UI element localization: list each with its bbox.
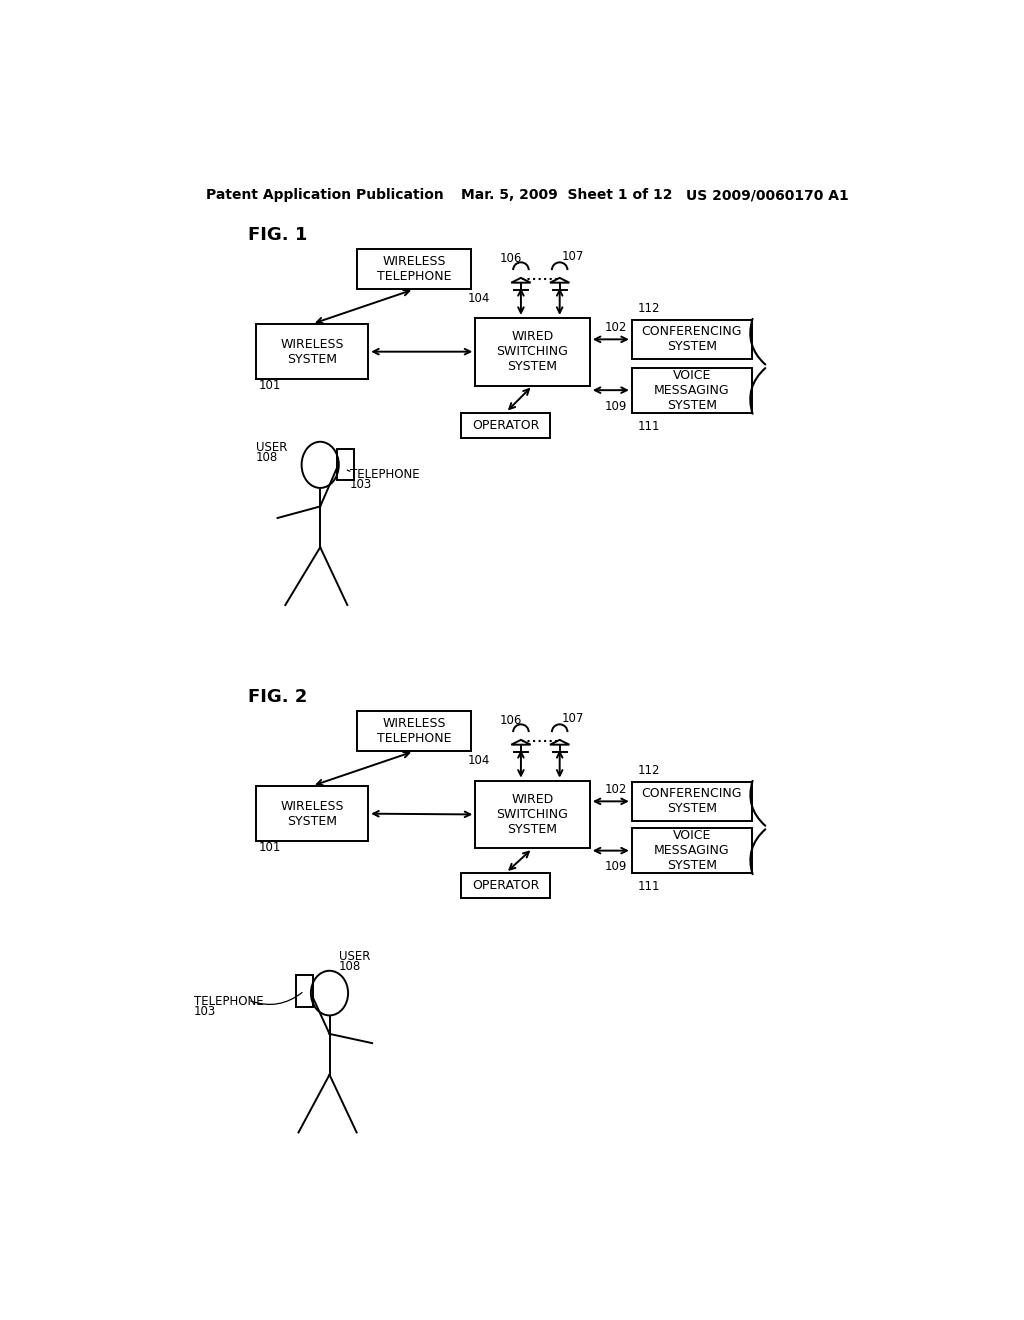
- Bar: [632, 781, 752, 821]
- Text: 112: 112: [638, 302, 660, 315]
- Bar: [356, 249, 471, 289]
- Text: 103: 103: [349, 478, 372, 491]
- Bar: [461, 413, 550, 438]
- Text: VOICE
MESSAGING
SYSTEM: VOICE MESSAGING SYSTEM: [654, 829, 730, 873]
- Text: 107: 107: [562, 711, 585, 725]
- Bar: [461, 873, 550, 899]
- Text: TELEPHONE: TELEPHONE: [349, 467, 419, 480]
- Text: CONFERENCING
SYSTEM: CONFERENCING SYSTEM: [642, 325, 742, 354]
- Bar: [256, 785, 369, 841]
- Text: 101: 101: [258, 379, 281, 392]
- Text: WIRED
SWITCHING
SYSTEM: WIRED SWITCHING SYSTEM: [497, 793, 568, 836]
- Text: 102: 102: [604, 783, 627, 796]
- Bar: [337, 449, 354, 480]
- Bar: [256, 323, 369, 379]
- Text: FIG. 2: FIG. 2: [248, 689, 307, 706]
- Text: 104: 104: [467, 754, 489, 767]
- Text: WIRELESS
SYSTEM: WIRELESS SYSTEM: [281, 800, 344, 828]
- Text: OPERATOR: OPERATOR: [472, 418, 540, 432]
- Text: 102: 102: [604, 321, 627, 334]
- Text: 112: 112: [638, 764, 660, 777]
- Bar: [475, 318, 590, 385]
- Text: 108: 108: [339, 961, 361, 973]
- Text: WIRED
SWITCHING
SYSTEM: WIRED SWITCHING SYSTEM: [497, 330, 568, 374]
- Text: Mar. 5, 2009  Sheet 1 of 12: Mar. 5, 2009 Sheet 1 of 12: [461, 189, 673, 202]
- Text: 106: 106: [500, 252, 521, 265]
- Text: TELEPHONE: TELEPHONE: [194, 995, 263, 1008]
- Text: USER: USER: [339, 950, 370, 964]
- Bar: [296, 974, 312, 1007]
- Bar: [632, 368, 752, 412]
- Text: 111: 111: [638, 420, 660, 433]
- Text: 107: 107: [562, 249, 585, 263]
- Text: 109: 109: [604, 861, 627, 874]
- Text: 104: 104: [467, 292, 489, 305]
- Text: WIRELESS
TELEPHONE: WIRELESS TELEPHONE: [377, 255, 452, 284]
- Text: 106: 106: [500, 714, 521, 727]
- Text: 108: 108: [256, 450, 279, 463]
- Text: Patent Application Publication: Patent Application Publication: [206, 189, 443, 202]
- Bar: [632, 321, 752, 359]
- Text: 109: 109: [604, 400, 627, 413]
- Text: WIRELESS
SYSTEM: WIRELESS SYSTEM: [281, 338, 344, 366]
- Text: CONFERENCING
SYSTEM: CONFERENCING SYSTEM: [642, 787, 742, 816]
- Text: USER: USER: [256, 441, 288, 454]
- Bar: [356, 711, 471, 751]
- Text: VOICE
MESSAGING
SYSTEM: VOICE MESSAGING SYSTEM: [654, 368, 730, 412]
- Text: US 2009/0060170 A1: US 2009/0060170 A1: [686, 189, 849, 202]
- Text: FIG. 1: FIG. 1: [248, 227, 307, 244]
- Bar: [632, 829, 752, 873]
- Text: 111: 111: [638, 880, 660, 894]
- Text: OPERATOR: OPERATOR: [472, 879, 540, 892]
- Text: 101: 101: [258, 841, 281, 854]
- Text: 103: 103: [194, 1005, 216, 1018]
- Text: WIRELESS
TELEPHONE: WIRELESS TELEPHONE: [377, 717, 452, 746]
- Bar: [475, 780, 590, 849]
